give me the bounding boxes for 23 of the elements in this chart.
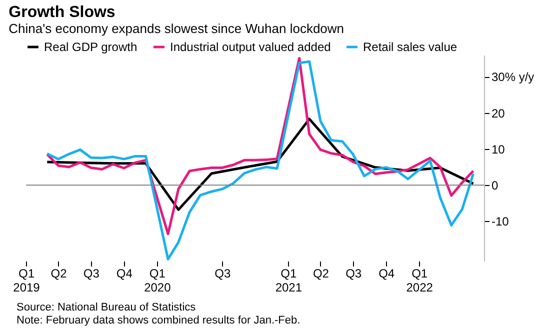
x-tick-label: Q1 2022 bbox=[406, 266, 434, 294]
legend-label: Real GDP growth bbox=[44, 40, 138, 54]
source-note: Source: National Bureau of Statistics bbox=[16, 302, 196, 314]
y-tick-label: 20 bbox=[492, 106, 506, 120]
x-tick-label: Q2 bbox=[312, 266, 330, 280]
legend-label: Retail sales value bbox=[363, 40, 458, 54]
x-tick-label: Q1 2021 bbox=[275, 266, 302, 294]
x-tick-label: Q3 bbox=[214, 266, 232, 280]
legend-label: Industrial output valued added bbox=[170, 40, 331, 54]
chart-subtitle: China's economy expands slowest since Wuhan lockdown bbox=[8, 21, 344, 36]
x-tick-label: Q4 bbox=[378, 266, 395, 280]
y-tick-label: 10 bbox=[492, 142, 506, 156]
x-tick-label: Q3 bbox=[346, 266, 362, 280]
chart-title: Growth Slows bbox=[8, 4, 116, 21]
x-tick-label: Q3 bbox=[83, 266, 100, 280]
x-tick-label: Q1 2019 bbox=[13, 266, 40, 294]
y-tick-label: 30% y/y bbox=[492, 70, 534, 84]
text: Note: February data shows combined results for Jan.-Feb. bbox=[16, 314, 300, 326]
x-tick-label: Q2 bbox=[50, 266, 68, 280]
x-tick-label: Q1 2020 bbox=[144, 266, 172, 294]
x-tick-label: Q4 bbox=[116, 266, 133, 280]
y-tick-label: 0 bbox=[492, 178, 498, 193]
y-tick-label: -10 bbox=[492, 214, 510, 229]
